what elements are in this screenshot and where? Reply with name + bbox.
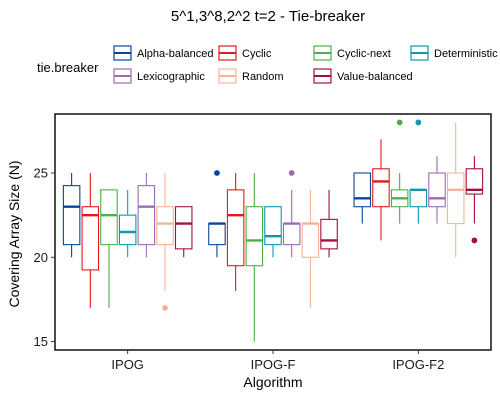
box-iqr: [81, 206, 100, 271]
box-iqr: [446, 172, 465, 225]
x-tick-label-ipog-f: IPOG-F: [251, 357, 296, 372]
box-lexicographic-ipog-f: [282, 170, 301, 258]
outlier-point: [214, 170, 220, 176]
outlier-point: [471, 237, 478, 244]
box-deterministic-ipog-f: [264, 206, 282, 258]
x-tick-label-ipog-f2: IPOG-F2: [392, 357, 444, 372]
box-cyclic-ipog: [81, 173, 100, 308]
box-value-balanced-ipog: [174, 206, 193, 258]
y-axis-title: Covering Array Size (N): [6, 160, 22, 307]
legend-label: Cyclic-next: [337, 48, 391, 60]
series-cyclic-next: [100, 119, 409, 342]
legend-item-cyclic: Cyclic: [218, 45, 272, 61]
box-cyclic-next-ipog-f: [245, 173, 264, 342]
box-random-ipog-f2: [446, 122, 465, 258]
legend-title: tie.breaker: [37, 60, 99, 75]
series-alpha-balanced: [62, 170, 372, 258]
box-iqr: [282, 223, 301, 246]
box-iqr: [264, 206, 282, 246]
y-tick-label: 20: [34, 250, 48, 265]
chart-title: 5^1,3^8,2^2 t=2 - Tie-breaker: [171, 8, 365, 25]
outlier-point: [396, 119, 403, 126]
series-deterministic: [118, 119, 428, 258]
outlier-point: [288, 170, 295, 176]
box-cyclic-next-ipog: [100, 189, 118, 308]
legend-item-deterministic: Deterministic: [410, 45, 498, 61]
legend-label: Lexicographic: [137, 71, 205, 83]
box-iqr: [372, 168, 390, 208]
x-tick-label-ipog: IPOG: [111, 357, 144, 372]
box-iqr: [137, 185, 156, 246]
y-axis: 15 20 25: [34, 166, 55, 349]
box-alpha-balanced-ipog-f: [208, 170, 226, 258]
series-cyclic: [81, 139, 390, 308]
legend-item-cyclic-next: Cyclic-next: [313, 45, 391, 61]
box-random-ipog-f: [301, 189, 320, 308]
series-lexicographic: [137, 156, 446, 258]
box-cyclic-next-ipog-f2: [390, 119, 409, 224]
outlier-point: [162, 304, 168, 311]
box-iqr: [62, 185, 81, 246]
legend-label: Deterministic: [434, 48, 498, 60]
box-deterministic-ipog-f2: [409, 119, 428, 224]
series-value-balanced: [174, 156, 484, 258]
box-iqr: [174, 206, 193, 250]
legend-item-random: Random: [218, 68, 284, 84]
box-alpha-balanced-ipog-f2: [353, 172, 372, 224]
box-deterministic-ipog: [118, 189, 137, 258]
box-iqr: [245, 206, 264, 267]
x-axis: IPOG IPOG-F IPOG-F2: [111, 350, 444, 372]
box-iqr: [320, 218, 338, 250]
box-iqr: [428, 172, 446, 208]
legend-label: Random: [242, 71, 284, 83]
plot-panel: [54, 113, 492, 351]
box-iqr: [100, 189, 118, 246]
box-iqr: [409, 189, 428, 208]
box-lexicographic-ipog: [137, 173, 156, 258]
y-tick-label: 15: [34, 334, 48, 349]
box-iqr: [301, 223, 320, 258]
box-iqr: [118, 214, 137, 246]
box-iqr: [226, 189, 245, 267]
box-iqr: [208, 223, 226, 246]
legend-label: Cyclic: [242, 48, 272, 60]
box-value-balanced-ipog-f2: [465, 156, 484, 244]
box-cyclic-ipog-f: [226, 173, 245, 291]
box-random-ipog: [156, 173, 174, 311]
box-alpha-balanced-ipog: [62, 173, 81, 258]
box-cyclic-ipog-f2: [372, 139, 390, 241]
legend: Alpha-balanced Cyclic Cyclic-next Determini…: [113, 45, 498, 84]
x-axis-title: Algorithm: [243, 374, 302, 390]
series-random: [156, 122, 465, 311]
box-iqr: [465, 168, 484, 195]
box-value-balanced-ipog-f: [320, 189, 338, 258]
legend-label: Alpha-balanced: [137, 48, 213, 60]
box-iqr: [353, 172, 372, 208]
legend-label: Value-balanced: [337, 71, 413, 83]
box-lexicographic-ipog-f2: [428, 156, 446, 224]
legend-item-alpha-balanced: Alpha-balanced: [113, 45, 213, 61]
legend-item-value-balanced: Value-balanced: [313, 68, 413, 84]
y-tick-label: 25: [34, 166, 48, 181]
legend-item-lexicographic: Lexicographic: [113, 68, 205, 84]
outlier-point: [415, 119, 422, 126]
box-iqr: [156, 206, 174, 246]
